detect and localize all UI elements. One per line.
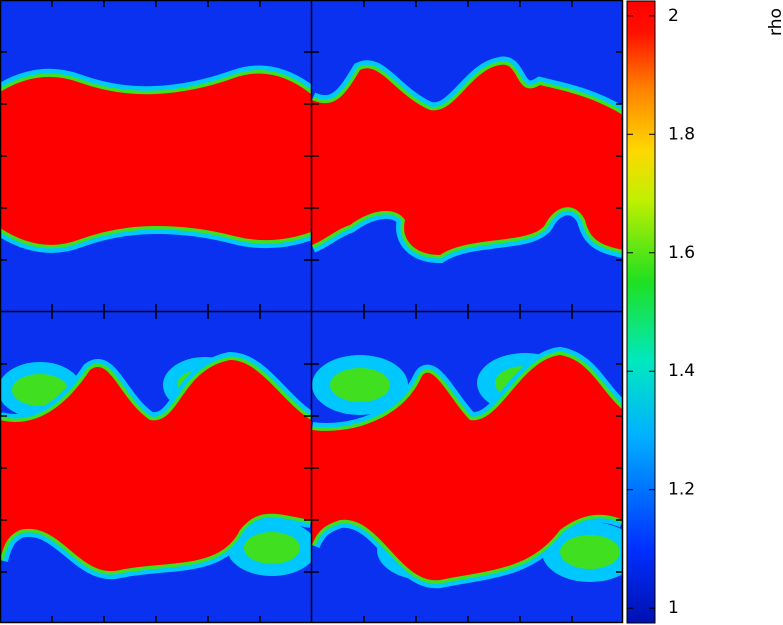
colorbar-tick-label: 1.4	[668, 361, 695, 381]
panel	[0, 65, 311, 253]
colorbar-tick-label: 1	[668, 598, 679, 618]
colorbar-tick-label: 1.8	[668, 124, 695, 144]
colorbar-tick-label: 1.2	[668, 480, 695, 500]
panel	[312, 56, 623, 264]
colorbar-tick-label: 1.6	[668, 243, 695, 263]
panel	[0, 351, 311, 580]
colorbar	[626, 0, 656, 624]
panel-frames	[0, 0, 624, 624]
panels	[0, 0, 624, 624]
colorbar-label: rho	[766, 8, 783, 36]
colorbar-tick-label: 2	[668, 6, 679, 26]
panel	[312, 346, 623, 589]
